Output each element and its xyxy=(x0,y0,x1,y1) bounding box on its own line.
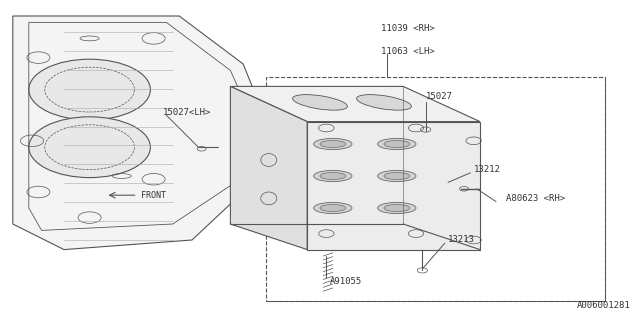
Text: 15027: 15027 xyxy=(426,92,452,100)
Text: 15027<LH>: 15027<LH> xyxy=(163,108,212,116)
Ellipse shape xyxy=(378,203,416,214)
Polygon shape xyxy=(13,16,269,250)
Ellipse shape xyxy=(384,140,410,148)
Ellipse shape xyxy=(320,204,346,212)
Ellipse shape xyxy=(314,139,352,150)
Circle shape xyxy=(29,59,150,120)
Ellipse shape xyxy=(384,204,410,212)
Polygon shape xyxy=(230,86,480,122)
Ellipse shape xyxy=(378,139,416,150)
Polygon shape xyxy=(307,122,480,250)
Text: A006001281: A006001281 xyxy=(577,301,630,310)
Ellipse shape xyxy=(292,95,348,110)
Ellipse shape xyxy=(320,140,346,148)
Ellipse shape xyxy=(314,171,352,182)
Ellipse shape xyxy=(378,171,416,182)
Text: A91055: A91055 xyxy=(330,277,362,286)
Text: 13212: 13212 xyxy=(474,165,500,174)
Ellipse shape xyxy=(314,203,352,214)
Ellipse shape xyxy=(320,172,346,180)
Text: 11063 <LH>: 11063 <LH> xyxy=(381,47,435,56)
Ellipse shape xyxy=(356,95,412,110)
Text: A80623 <RH>: A80623 <RH> xyxy=(506,194,564,203)
Ellipse shape xyxy=(384,172,410,180)
Polygon shape xyxy=(230,86,307,250)
Text: FRONT: FRONT xyxy=(141,191,166,200)
Text: 11039 <RH>: 11039 <RH> xyxy=(381,24,435,33)
Circle shape xyxy=(29,117,150,178)
Text: 13213: 13213 xyxy=(448,236,475,244)
